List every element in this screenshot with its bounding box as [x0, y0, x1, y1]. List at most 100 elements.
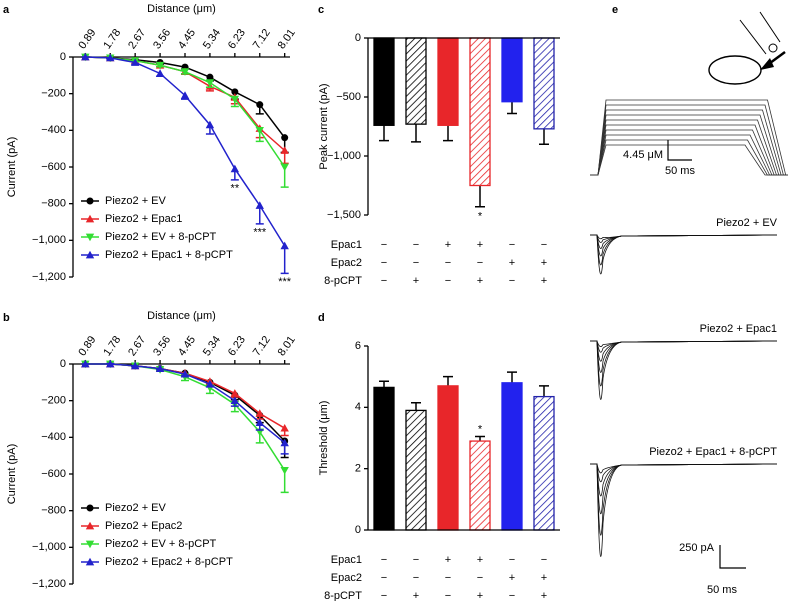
condition-sign: −: [509, 239, 515, 251]
bar: [469, 37, 491, 187]
error-bar: [475, 435, 485, 442]
y-tick-label: 4: [355, 401, 361, 413]
condition-label: 8-pCPT: [324, 275, 362, 287]
marker: [106, 53, 115, 62]
significance: ***: [253, 227, 267, 239]
error-bar: [539, 128, 549, 145]
condition-label: Epac1: [331, 554, 362, 566]
current-trace: [590, 234, 778, 257]
legend-marker: [85, 214, 95, 223]
trace-label: Piezo2 + EV: [716, 217, 778, 229]
condition-sign: +: [541, 590, 547, 601]
cell: [708, 55, 762, 85]
condition-sign: +: [509, 572, 515, 584]
marker: [81, 52, 90, 61]
legend-label: Piezo2 + EV + 8-pCPT: [105, 538, 217, 550]
current-trace: [590, 463, 778, 497]
condition-label: 8-pCPT: [324, 590, 362, 601]
marker: [155, 61, 165, 70]
condition-sign: −: [381, 275, 387, 287]
marker: [180, 91, 190, 99]
marker: [206, 73, 214, 81]
legend-marker: [85, 521, 95, 530]
error-bar: [443, 375, 453, 386]
condition-sign: −: [509, 275, 515, 287]
marker: [280, 163, 289, 172]
marker: [205, 120, 215, 129]
x-axis-title: Distance (μm): [147, 310, 216, 322]
marker: [230, 396, 240, 405]
error-bar: [411, 124, 421, 143]
marker: [130, 361, 140, 370]
legend-marker: [85, 557, 95, 566]
panel-letter: e: [612, 4, 618, 16]
significance: *: [478, 423, 483, 435]
x-axis-title: Distance (μm): [147, 3, 216, 15]
error-bar: [539, 385, 549, 397]
marker: [81, 359, 90, 368]
condition-sign: −: [381, 590, 387, 601]
x-tick-label: 5.34: [201, 334, 223, 358]
condition-sign: +: [477, 239, 483, 251]
marker: [280, 423, 289, 432]
marker: [106, 359, 115, 368]
x-tick-label: 5.34: [201, 27, 223, 51]
marker: [256, 101, 264, 109]
condition-sign: −: [413, 554, 419, 566]
x-tick-label: 7.12: [251, 334, 273, 358]
condition-sign: −: [445, 572, 451, 584]
bar: [437, 37, 459, 126]
bar: [533, 395, 555, 531]
condition-sign: +: [445, 239, 451, 251]
panel-letter: b: [3, 312, 10, 324]
error-bar: [379, 380, 389, 388]
y-tick-label: −600: [41, 161, 66, 173]
scale-label: 250 pA: [679, 542, 715, 554]
marker: [130, 58, 140, 66]
y-tick-label: −200: [41, 88, 66, 100]
condition-sign: −: [381, 572, 387, 584]
scale-label: 50 ms: [665, 165, 695, 177]
x-tick-label: 2.67: [126, 334, 148, 358]
y-tick-label: 6: [355, 340, 361, 352]
condition-sign: −: [541, 239, 547, 251]
y-tick-label: −1,200: [32, 271, 66, 283]
condition-sign: +: [477, 590, 483, 601]
condition-sign: +: [477, 275, 483, 287]
x-tick-label: 4.45: [176, 27, 198, 51]
y-tick-label: 0: [60, 51, 66, 63]
condition-sign: −: [413, 239, 419, 251]
y-tick-label: 2: [355, 463, 361, 475]
legend-label: Piezo2 + Epac1: [105, 213, 182, 225]
legend-label: Piezo2 + EV: [105, 195, 167, 207]
condition-sign: −: [381, 257, 387, 269]
condition-sign: −: [381, 554, 387, 566]
y-tick-label: −1,500: [327, 209, 361, 221]
error-bar: [507, 371, 517, 383]
legend-label: Piezo2 + Epac2: [105, 520, 182, 532]
current-trace: [590, 340, 778, 387]
legend-label: Piezo2 + Epac1 + 8-pCPT: [105, 249, 233, 261]
marker: [255, 418, 264, 427]
x-tick-label: 4.45: [176, 334, 198, 358]
condition-sign: +: [413, 275, 419, 287]
x-tick-label: 7.12: [251, 27, 273, 51]
x-tick-label: 0.89: [76, 334, 98, 358]
marker: [255, 201, 264, 209]
bar: [469, 440, 491, 531]
x-tick-label: 3.56: [151, 334, 173, 358]
condition-sign: −: [477, 257, 483, 269]
y-tick-label: −400: [41, 124, 66, 136]
current-trace: [590, 463, 778, 536]
y-tick-label: −200: [41, 395, 66, 407]
marker: [281, 134, 289, 142]
error-bar: [411, 401, 421, 411]
y-tick-label: −1,000: [32, 541, 66, 553]
bar: [437, 385, 459, 531]
legend-marker: [85, 233, 95, 242]
y-tick-label: −400: [41, 431, 66, 443]
legend-marker: [85, 540, 95, 549]
marker: [230, 164, 240, 173]
x-tick-label: 8.01: [276, 27, 298, 51]
